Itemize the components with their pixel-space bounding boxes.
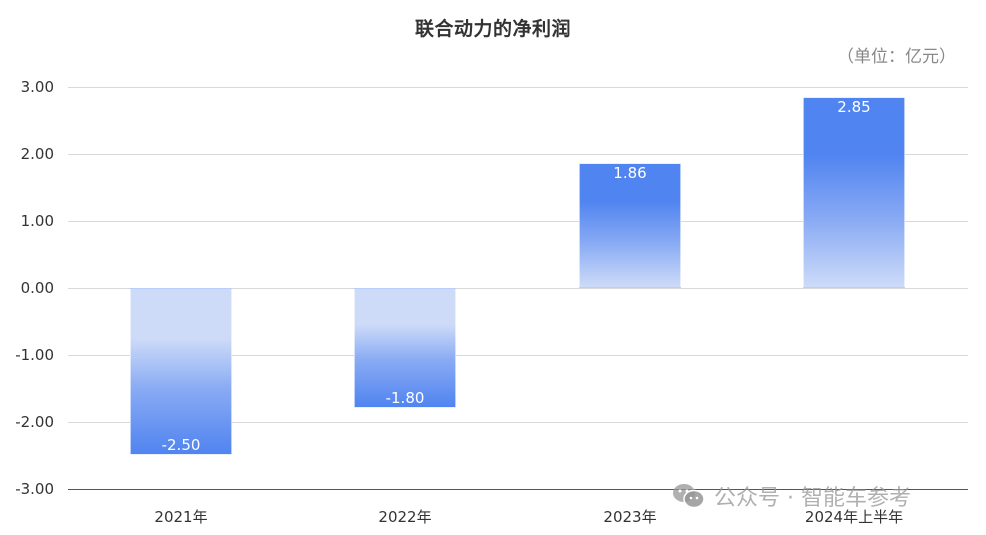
watermark: 公众号 · 智能车参考 (672, 480, 911, 512)
gridline-neg2 (68, 422, 968, 423)
bar-2024h1[interactable]: 2.85 (803, 97, 905, 288)
y-tick-label: 0.00 (20, 279, 54, 297)
y-tick-label: -1.00 (15, 346, 54, 364)
gridline-3 (68, 87, 968, 88)
x-tick-label: 2021年 (154, 508, 208, 526)
bar-value-label: -1.80 (385, 389, 425, 407)
bar-value-label: -2.50 (161, 436, 201, 454)
x-tick-label: 2023年 (603, 508, 657, 526)
gridline-1 (68, 221, 968, 222)
y-tick-label: -2.00 (15, 413, 54, 431)
bar-2022[interactable]: -1.80 (354, 288, 456, 408)
watermark-text: 公众号 · 智能车参考 (714, 486, 911, 511)
bar-value-label: 2.85 (837, 98, 871, 116)
x-axis-line (68, 489, 968, 490)
y-tick-label: 3.00 (20, 78, 54, 96)
chart-title: 联合动力的净利润 (414, 18, 571, 40)
wechat-icon (672, 483, 706, 509)
y-tick-label: 2.00 (20, 145, 54, 163)
x-tick-label: 2024年上半年 (804, 508, 904, 526)
y-tick-label: -3.00 (15, 480, 54, 498)
bar-value-label: 1.86 (613, 164, 647, 182)
bar-2023[interactable]: 1.86 (579, 163, 681, 288)
bar-2021[interactable]: -2.50 (130, 288, 232, 455)
x-tick-label: 2022年 (378, 508, 432, 526)
gridline-neg1 (68, 355, 968, 356)
y-tick-label: 1.00 (20, 212, 54, 230)
gridline-0 (68, 288, 968, 289)
gridline-2 (68, 154, 968, 155)
unit-label: （单位：亿元） (837, 47, 956, 67)
